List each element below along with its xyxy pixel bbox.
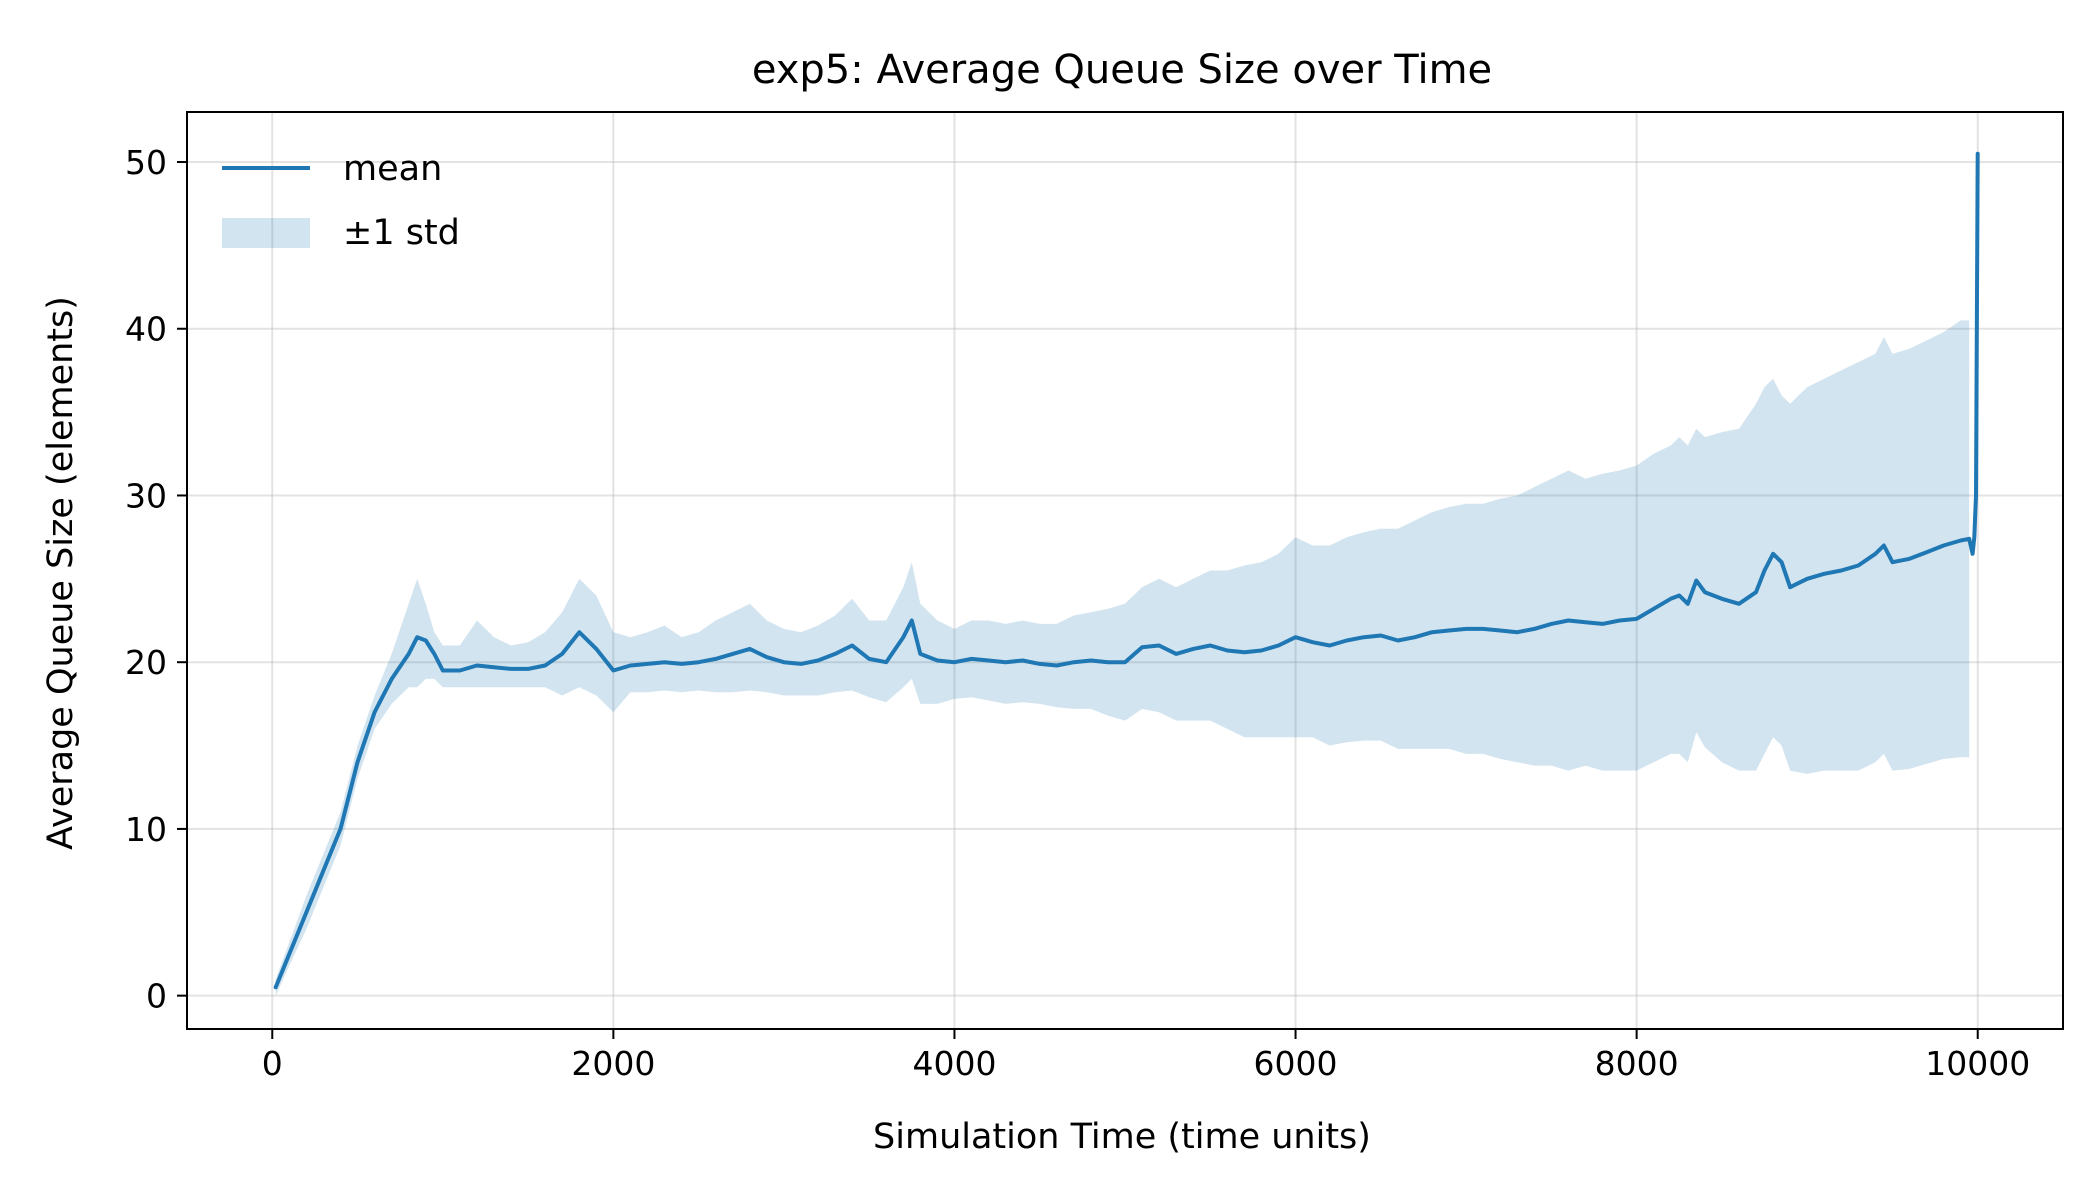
chart-title: exp5: Average Queue Size over Time [752,47,1492,93]
y-axis-ticks: 0 10 20 30 40 50 [125,143,187,1016]
plot-frame [186,111,2064,1030]
grid [187,112,2063,1029]
legend-std-swatch [222,218,310,248]
x-tick-label: 6000 [1254,1044,1338,1083]
x-tick-label: 2000 [571,1044,655,1083]
x-tick-label: 0 [262,1044,283,1083]
mean-line-layer [273,151,1980,990]
x-tick-label: 10000 [1925,1044,2030,1083]
y-tick-label: 0 [146,977,167,1016]
x-axis-label: Simulation Time (time units) [873,1117,1371,1157]
y-tick-label: 30 [125,476,167,515]
legend-std-label: ±1 std [343,213,460,253]
x-axis-ticks: 0 2000 4000 6000 8000 10000 [262,1029,2030,1083]
std-band-layer [275,320,1970,996]
y-axis-label: Average Queue Size (elements) [41,296,81,850]
legend-mean-label: mean [343,149,442,189]
y-tick-label: 50 [125,143,167,182]
y-tick-label: 10 [125,810,167,849]
x-tick-label: 4000 [912,1044,996,1083]
legend: mean ±1 std [222,149,460,253]
mean-line [273,151,1980,990]
y-tick-label: 40 [125,310,167,349]
std-band [275,320,1970,996]
y-tick-label: 20 [125,643,167,682]
x-tick-label: 8000 [1595,1044,1679,1083]
